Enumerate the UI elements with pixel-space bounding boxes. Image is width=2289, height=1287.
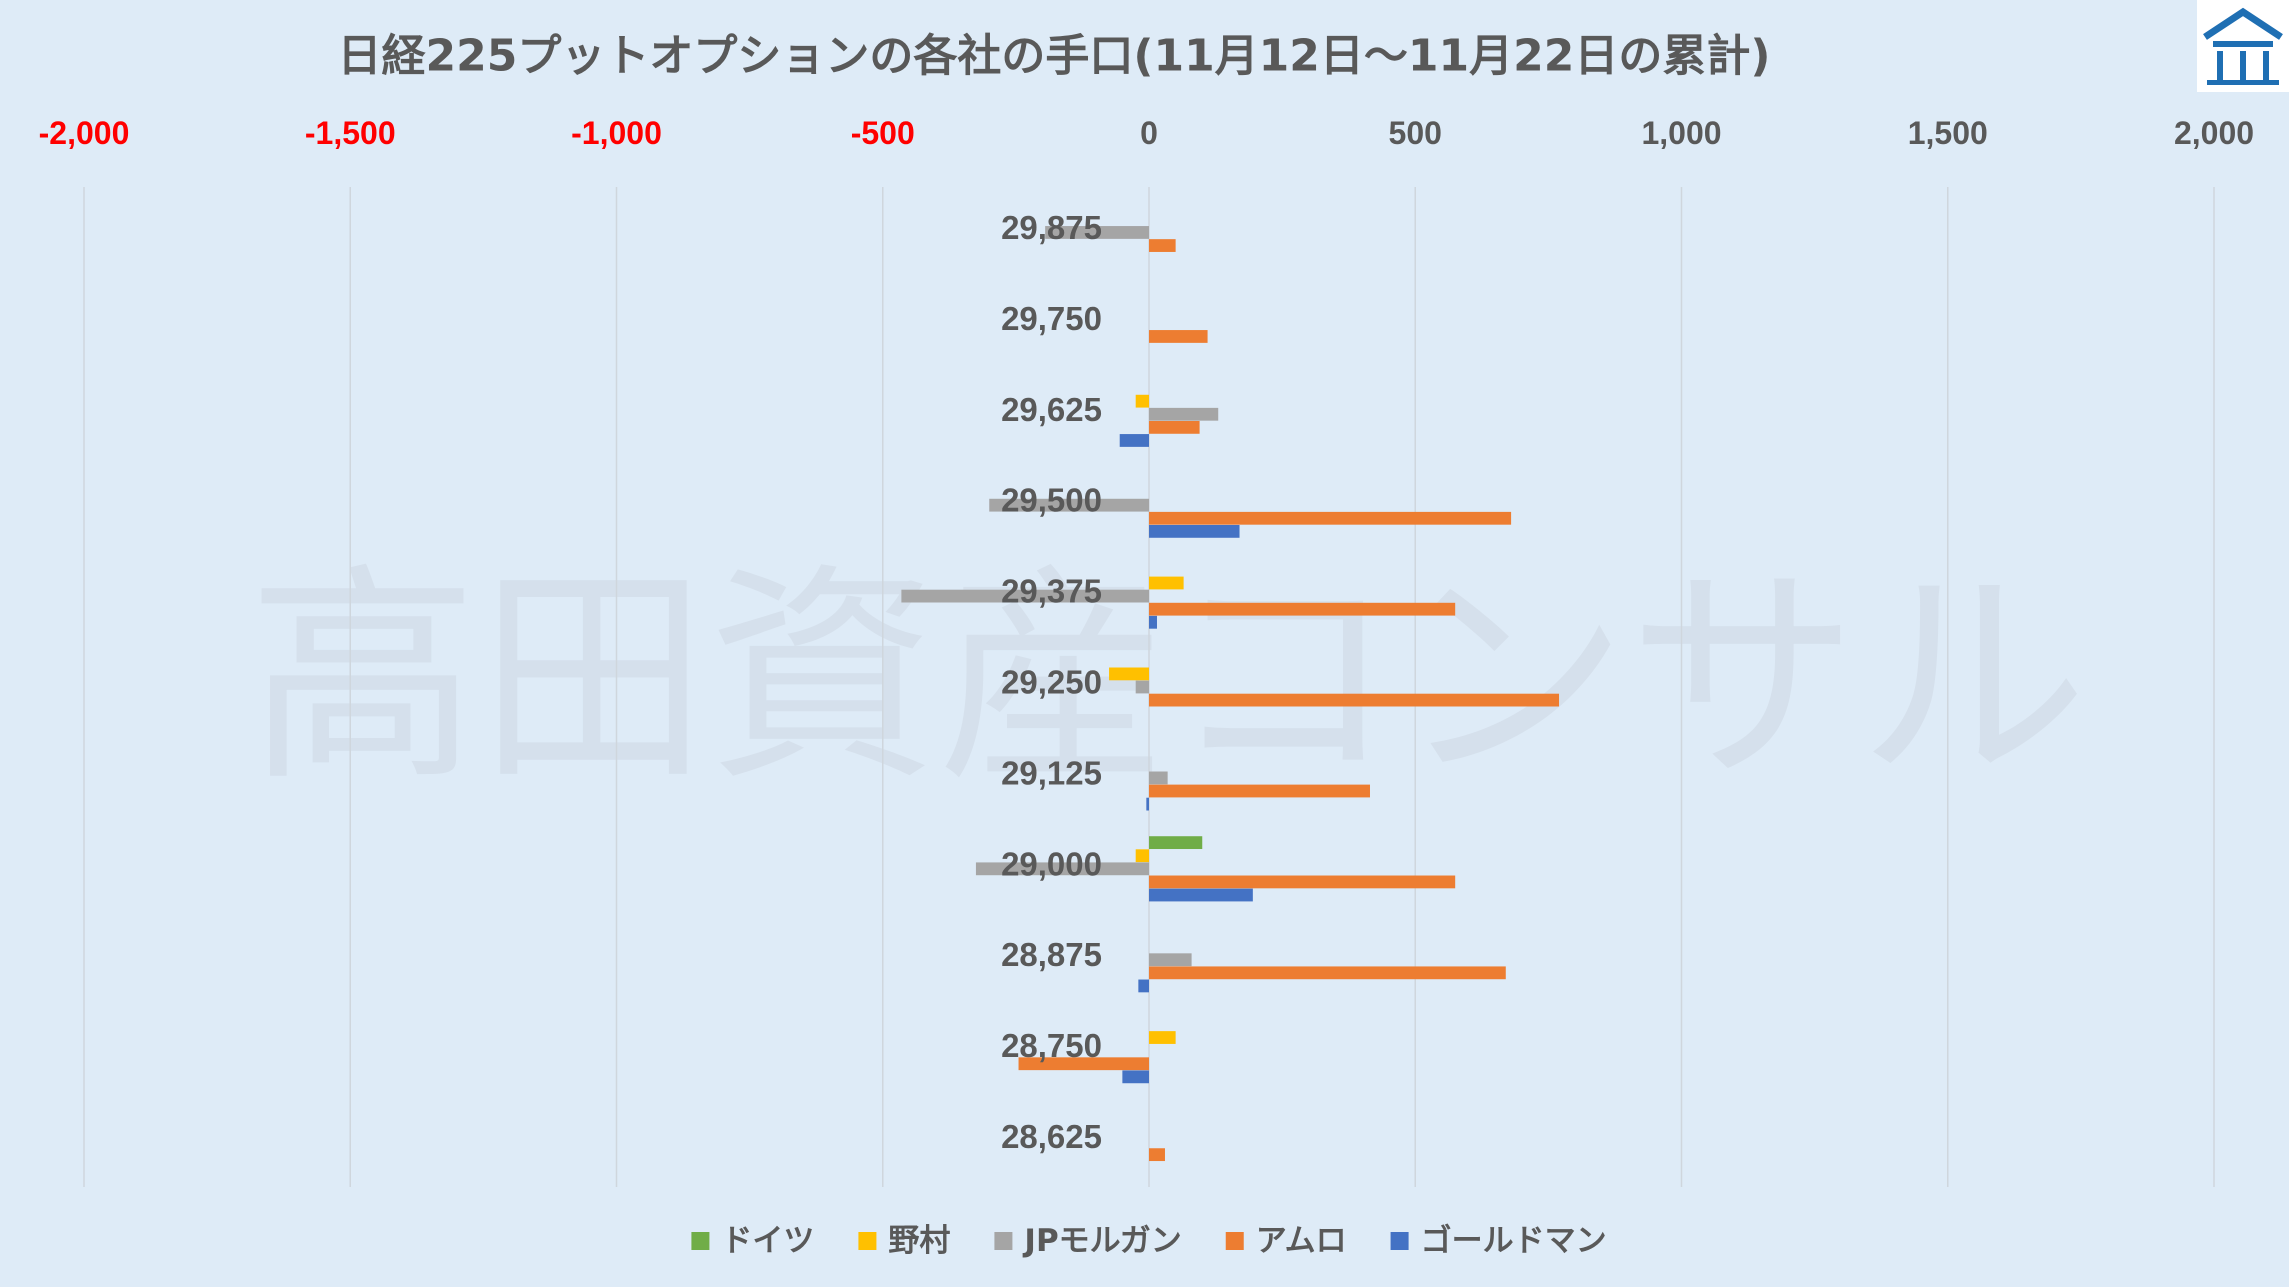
bar-series2-29250 [1109,667,1149,681]
bar-series5-28750 [1122,1070,1149,1084]
logo-column [2240,51,2246,80]
bar-series5-29000 [1149,888,1253,902]
bar-series4-29625 [1149,420,1200,434]
bars [901,226,1560,1162]
category-label-29375: 29,375 [1001,573,1102,610]
category-label-29250: 29,250 [1001,664,1102,701]
bar-series3-29250 [1135,680,1149,694]
bar-series4-29750 [1149,330,1208,343]
bar-series5-28875 [1138,979,1149,993]
legend-item-series1: ドイツ [691,1223,814,1259]
bar-series2-29375 [1149,576,1184,590]
bar-series4-29250 [1149,693,1560,707]
bar-series5-29500 [1149,524,1240,538]
category-label-29750: 29,750 [1001,300,1102,337]
house-logo-icon [2197,0,2289,92]
chart-title: 日経225プットオプションの各社の手口(11月12日～11月22日の累計) [338,31,1771,82]
bar-series2-29625 [1135,394,1149,408]
legend-swatch [691,1232,710,1250]
legend-swatch [994,1232,1013,1250]
logo-column [2217,51,2223,80]
category-label-28875: 28,875 [1001,936,1102,973]
legend-label: 野村 [888,1223,950,1259]
bar-series4-29125 [1149,784,1370,798]
x-tick-label-1000: 1,000 [1641,115,1721,151]
x-tick-label-neg2000: -2,000 [39,115,130,151]
bar-series4-29500 [1149,511,1512,525]
bar-series3-29875 [1045,226,1149,239]
category-label-28750: 28,750 [1001,1027,1102,1064]
gridlines [83,187,2215,1187]
legend: ドイツ 野村 JPモルガン アムロ ゴールドマン [691,1223,1607,1259]
bar-series4-28625 [1149,1148,1165,1162]
legend-item-series4: アムロ [1225,1223,1347,1259]
legend-label: ゴールドマン [1421,1223,1607,1259]
logo-roof [2203,7,2283,40]
bar-series2-29000 [1135,849,1149,863]
category-label-29125: 29,125 [1001,754,1102,791]
bar-series4-28750 [1018,1057,1149,1071]
bar-series3-29375 [901,589,1149,603]
bar-series3-29625 [1149,407,1219,421]
bar-series4-29375 [1149,602,1456,616]
bar-series3-29125 [1149,771,1168,785]
legend-swatch [1390,1232,1409,1250]
x-tick-label-0: 0 [1140,115,1158,151]
legend-swatch [1225,1232,1244,1250]
x-tick-label-neg500: -500 [851,115,915,151]
bar-series3-29000 [975,862,1149,876]
x-axis: -2,000 -1,500 -1,000 -500 0 500 1,000 1,500 2,00… [39,115,2254,151]
legend-label: JPモルガン [1022,1223,1181,1259]
x-tick-label-1500: 1,500 [1908,115,1988,151]
logo-base [2207,80,2279,85]
bar-series5-29125 [1146,797,1149,811]
x-tick-label-500: 500 [1389,115,1442,151]
bar-series4-29875 [1149,239,1176,252]
legend-swatch [858,1232,877,1250]
category-label-28625: 28,625 [1001,1118,1102,1155]
logo-column [2263,51,2269,80]
watermark: 高田資産コンサル [248,546,2088,813]
bar-series5-29625 [1119,434,1149,447]
bar-series2-28750 [1149,1031,1176,1044]
x-tick-label-neg1500: -1,500 [305,115,396,151]
logo-beam [2213,41,2273,47]
legend-item-series5: ゴールドマン [1390,1223,1607,1259]
legend-label: アムロ [1256,1223,1347,1259]
legend-label: ドイツ [721,1223,814,1259]
bar-series4-29000 [1149,875,1456,889]
bar-series3-28875 [1149,953,1192,967]
category-axis: 29,875 29,750 29,625 29,500 29,375 29,250 29,1… [1001,209,1102,1155]
bar-series3-29500 [989,498,1149,512]
legend-item-series2: 野村 [858,1223,950,1259]
x-tick-label-2000: 2,000 [2174,115,2254,151]
bar-series4-28875 [1149,966,1506,980]
bar-series5-29375 [1149,615,1157,629]
category-label-29625: 29,625 [1001,391,1102,428]
bar-series1-29000 [1149,836,1203,850]
x-tick-label-neg1000: -1,000 [571,115,662,151]
category-label-29875: 29,875 [1001,209,1102,246]
legend-item-series3: JPモルガン [994,1223,1182,1259]
category-label-29500: 29,500 [1001,482,1102,519]
category-label-29000: 29,000 [1001,845,1102,882]
